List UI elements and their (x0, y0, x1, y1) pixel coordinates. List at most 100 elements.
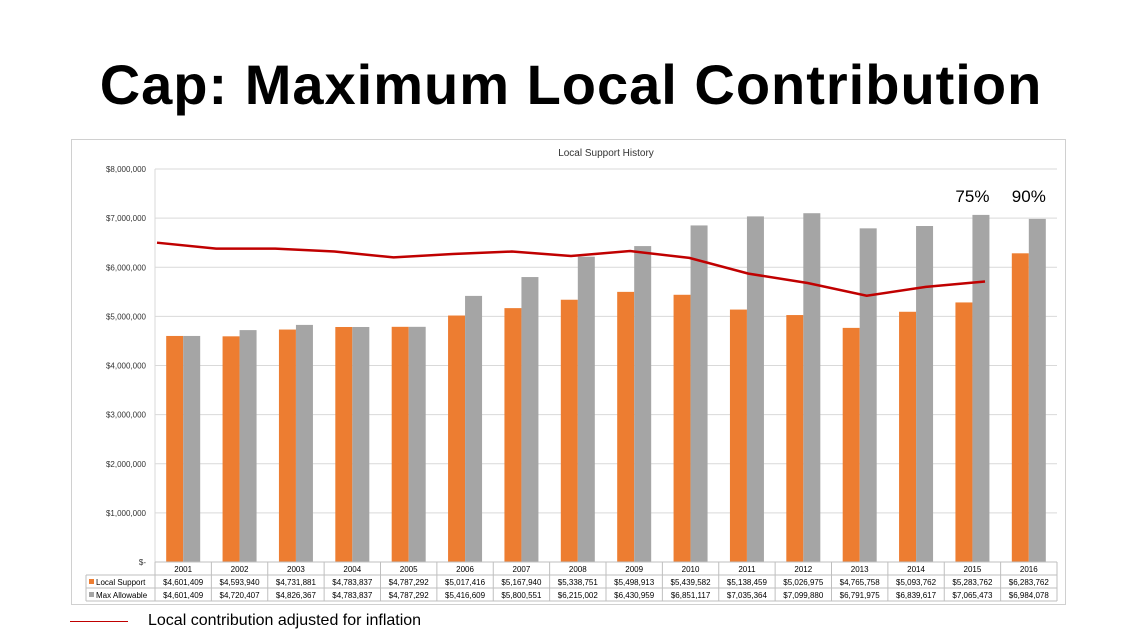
bar-local-support-2008 (560, 299, 578, 562)
x-tick-label: 2016 (1020, 565, 1038, 574)
y-tick-label: $1,000,000 (106, 509, 147, 518)
table-cell: $5,439,582 (671, 578, 712, 587)
y-tick-label: $7,000,000 (106, 214, 147, 223)
table-cell: $5,338,751 (558, 578, 599, 587)
y-tick-label: $3,000,000 (106, 411, 147, 420)
table-cell: $7,065,473 (952, 591, 993, 600)
bar-local-support-2013 (842, 327, 860, 562)
bar-max-allowable-2005 (408, 326, 426, 562)
table-cell: $7,099,880 (783, 591, 824, 600)
x-tick-label: 2009 (625, 565, 643, 574)
table-cell: $5,093,762 (896, 578, 937, 587)
table-cell: $5,800,551 (501, 591, 542, 600)
table-cell: $5,283,762 (952, 578, 993, 587)
legend-label: Max Allowable (96, 591, 148, 600)
x-tick-label: 2006 (456, 565, 474, 574)
bar-local-support-2010 (673, 294, 691, 562)
chart-frame (71, 139, 1066, 605)
x-tick-label: 2012 (794, 565, 812, 574)
table-cell: $4,783,837 (332, 578, 373, 587)
bar-max-allowable-2008 (577, 256, 595, 562)
bar-max-allowable-2007 (521, 277, 539, 562)
x-tick-label: 2008 (569, 565, 587, 574)
bar-local-support-2007 (504, 308, 522, 562)
table-cell: $4,601,409 (163, 578, 204, 587)
table-cell: $6,215,002 (558, 591, 599, 600)
table-cell: $5,416,609 (445, 591, 486, 600)
table-cell: $5,026,975 (783, 578, 824, 587)
bar-max-allowable-2015 (972, 214, 990, 563)
x-tick-label: 2010 (682, 565, 700, 574)
x-tick-label: 2001 (174, 565, 192, 574)
bar-max-allowable-2016 (1028, 218, 1046, 562)
table-cell: $6,283,762 (1009, 578, 1050, 587)
table-cell: $7,035,364 (727, 591, 768, 600)
inflation-line-label: Local contribution adjusted for inflatio… (148, 612, 422, 629)
table-cell: $5,498,913 (614, 578, 655, 587)
x-tick-label: 2015 (964, 565, 982, 574)
annotation-2016: 90% (1012, 187, 1046, 206)
x-tick-label: 2013 (851, 565, 869, 574)
bar-local-support-2011 (729, 309, 747, 562)
bar-local-support-2006 (448, 315, 466, 562)
bar-max-allowable-2006 (465, 295, 483, 562)
slide-title: Cap: Maximum Local Contribution (99, 53, 1043, 116)
bar-local-support-2012 (786, 315, 804, 562)
bar-local-support-2005 (391, 326, 409, 562)
bar-local-support-2001 (166, 335, 184, 562)
bar-local-support-2016 (1011, 253, 1029, 563)
bar-max-allowable-2002 (239, 330, 257, 562)
bar-local-support-2002 (222, 336, 240, 562)
bar-local-support-2009 (617, 291, 635, 562)
table-cell: $5,017,416 (445, 578, 486, 587)
x-tick-label: 2003 (287, 565, 305, 574)
inflation-adjusted-line (156, 241, 986, 298)
x-tick-label: 2011 (738, 565, 756, 574)
chart-title: Local Support History (558, 148, 654, 159)
table-cell: $4,787,292 (389, 591, 430, 600)
table-cell: $6,851,117 (671, 591, 711, 600)
bar-max-allowable-2009 (634, 246, 652, 562)
y-tick-label: $6,000,000 (106, 263, 147, 272)
table-cell: $6,984,078 (1009, 591, 1050, 600)
bar-max-allowable-2001 (183, 335, 201, 562)
y-tick-label: $8,000,000 (106, 165, 147, 174)
bar-max-allowable-2010 (690, 225, 708, 562)
table-cell: $4,593,940 (220, 578, 261, 587)
table-cell: $4,787,292 (389, 578, 430, 587)
table-cell: $4,720,407 (220, 591, 261, 600)
bar-local-support-2004 (335, 326, 353, 562)
table-cell: $5,167,940 (501, 578, 542, 587)
bar-max-allowable-2011 (746, 216, 764, 562)
x-tick-label: 2004 (343, 565, 361, 574)
table-cell: $4,765,758 (840, 578, 881, 587)
y-tick-label: $4,000,000 (106, 362, 147, 371)
red-line-swatch (70, 620, 128, 622)
y-tick-label: $- (139, 558, 146, 567)
x-tick-label: 2014 (907, 565, 925, 574)
bar-local-support-2015 (955, 302, 973, 562)
table-cell: $4,783,837 (332, 591, 373, 600)
legend-swatch-max-allowable (89, 592, 94, 597)
table-cell: $5,138,459 (727, 578, 768, 587)
x-tick-label: 2007 (513, 565, 531, 574)
bar-max-allowable-2013 (859, 228, 877, 562)
table-cell: $4,731,881 (276, 578, 317, 587)
table-cell: $6,839,617 (896, 591, 937, 600)
annotation-2015: 75% (955, 187, 989, 206)
bar-local-support-2014 (899, 311, 917, 562)
y-tick-label: $5,000,000 (106, 312, 147, 321)
bar-max-allowable-2003 (295, 324, 313, 562)
table-cell: $6,430,959 (614, 591, 655, 600)
y-tick-label: $2,000,000 (106, 460, 147, 469)
bar-local-support-2003 (278, 329, 296, 562)
bar-max-allowable-2004 (352, 326, 370, 562)
x-tick-label: 2005 (400, 565, 418, 574)
bar-max-allowable-2014 (916, 226, 934, 562)
table-cell: $6,791,975 (840, 591, 881, 600)
table-cell: $4,826,367 (276, 591, 317, 600)
legend-label: Local Support (96, 578, 146, 587)
table-cell: $4,601,409 (163, 591, 204, 600)
inflation-line-legend: Local contribution adjusted for inflatio… (70, 612, 421, 630)
